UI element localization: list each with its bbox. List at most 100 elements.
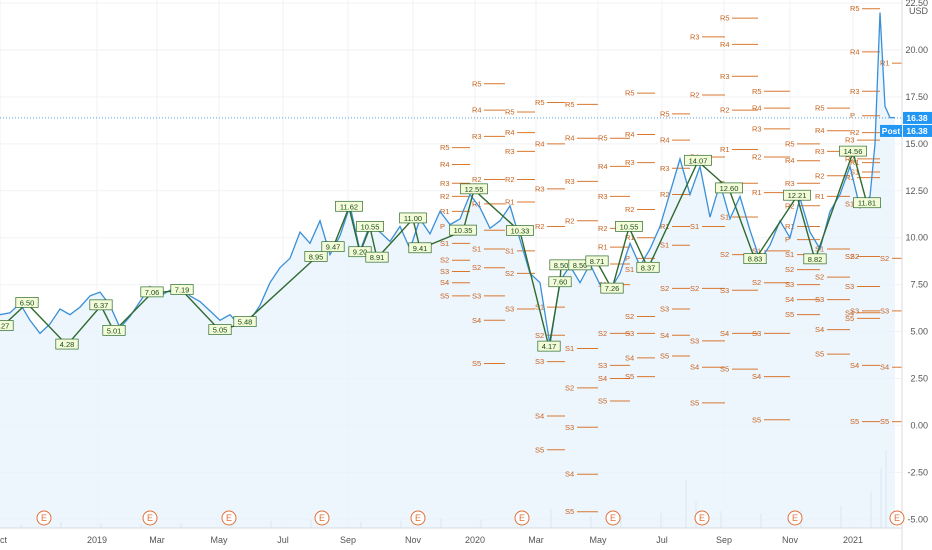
y-tick-label: 15.00 — [905, 139, 928, 149]
pivot-label: S1 — [505, 246, 514, 255]
zigzag-label: 5.01 — [107, 326, 122, 335]
pivot-label: R1 — [752, 188, 762, 197]
zigzag-label-box — [715, 182, 743, 194]
pivot-label: S4 — [440, 278, 449, 287]
pivot-label: R4 — [625, 130, 635, 139]
pivot-label: P — [850, 111, 855, 120]
x-tick-label: Jul — [656, 535, 668, 545]
pivot-label: S5 — [850, 417, 859, 426]
zigzag-label-box — [636, 261, 660, 273]
y-tick-label: 10.00 — [905, 233, 928, 243]
pivot-label: S5 — [880, 417, 889, 426]
pivot-label: S3 — [440, 267, 449, 276]
zigzag-label: 5.05 — [213, 326, 228, 335]
pivot-label: S2 — [472, 263, 481, 272]
pivot-label: R3 — [845, 136, 855, 145]
pivot-label: S2 — [505, 269, 514, 278]
pivot-label: R5 — [565, 100, 575, 109]
pivot-label: S3 — [880, 306, 889, 315]
x-tick-label: Nov — [782, 535, 799, 545]
pivot-label: R3 — [535, 184, 545, 193]
last-price-value: 16.38 — [906, 113, 928, 123]
pivot-label: S2 — [690, 284, 699, 293]
pivot-label: S3 — [752, 329, 761, 338]
zigzag-label-box — [600, 282, 624, 294]
pivot-label: R1 — [440, 207, 450, 216]
pivot-label: S5 — [785, 310, 794, 319]
pivot-label: R3 — [660, 164, 670, 173]
pivot-label: R1 — [785, 222, 795, 231]
pivot-label: R3 — [752, 124, 762, 133]
pivot-label: R3 — [625, 158, 635, 167]
pivot-label: S4 — [880, 363, 889, 372]
y-tick-label: 20.00 — [905, 45, 928, 55]
y-tick-label: -2.50 — [907, 467, 928, 477]
zigzag-label-box — [615, 221, 643, 232]
zigzag-label-box — [0, 320, 14, 331]
zigzag-label: 12.21 — [788, 191, 807, 200]
earnings-marker-icon — [410, 510, 426, 526]
zigzag-label-box — [55, 338, 79, 350]
zigzag-label-box — [348, 246, 372, 258]
zigzag-label-box — [853, 197, 881, 209]
zigzag-label-box — [585, 255, 609, 267]
earnings-marker-label: E — [415, 513, 421, 523]
pivot-label: R5 — [598, 134, 608, 143]
pivot-label: S1 — [785, 250, 794, 259]
pivot-label: S2 — [850, 252, 859, 261]
zigzag-label: 10.33 — [511, 227, 530, 236]
zigzag-label: 5.27 — [0, 321, 9, 330]
zigzag-label-box — [102, 325, 126, 336]
zigzag-label: 11.81 — [858, 199, 876, 208]
pivot-label: S5 — [690, 398, 699, 407]
pivot-label: S1 — [472, 244, 481, 253]
zigzag-label: 12.55 — [465, 185, 484, 194]
pivot-label: S2 — [625, 312, 634, 321]
x-tick-label: May — [589, 535, 607, 545]
zigzag-label: 10.55 — [361, 222, 380, 231]
pivot-label: R5 — [660, 109, 670, 118]
earnings-marker-icon — [787, 510, 803, 526]
earnings-marker-icon — [142, 510, 158, 526]
zigzag-label: 9.47 — [326, 243, 341, 252]
zigzag-label-box — [399, 212, 427, 224]
earnings-marker-label: E — [610, 513, 616, 523]
pivot-label: S2 — [845, 252, 854, 261]
pivot-label: S3 — [625, 329, 634, 338]
earnings-marker-label: E — [319, 513, 325, 523]
pivot-label: R3 — [785, 179, 795, 188]
pivot-label: S4 — [785, 295, 794, 304]
pivot-label: S4 — [845, 308, 854, 317]
pivot-label: R3 — [565, 177, 575, 186]
pivot-label: S2 — [565, 383, 574, 392]
pivot-label: S1 — [720, 213, 729, 222]
pivot-label: S5 — [598, 396, 607, 405]
zigzag-label: 11.00 — [404, 214, 422, 223]
zigzag-label: 7.06 — [145, 288, 160, 297]
zigzag-label: 6.37 — [94, 301, 109, 310]
earnings-marker-label: E — [147, 513, 153, 523]
y-tick-label: 17.50 — [905, 92, 928, 102]
pivot-label: P — [625, 254, 630, 263]
pivot-label: R1 — [505, 198, 515, 207]
earnings-marker-label: E — [894, 513, 900, 523]
zigzag-label: 10.55 — [620, 222, 639, 231]
post-tag-label: Post — [882, 126, 901, 136]
zigzag-label: 7.19 — [175, 285, 190, 294]
pivot-label: R3 — [472, 132, 482, 141]
pivot-label: S3 — [850, 306, 859, 315]
pivot-label: R4 — [598, 162, 608, 171]
pivot-label: P — [785, 235, 790, 244]
x-tick-label: 2021 — [843, 535, 863, 545]
pivot-label: R5 — [815, 104, 825, 113]
pivot-label: R2 — [752, 152, 762, 161]
pivot-label: R1 — [845, 173, 855, 182]
x-tick-label: 2020 — [465, 535, 485, 545]
zigzag-label-box — [548, 276, 572, 288]
pivot-label: S3 — [472, 291, 481, 300]
zigzag-label: 9.41 — [413, 244, 428, 253]
zigzag-label: 14.56 — [844, 147, 863, 156]
pivot-label: S5 — [565, 507, 574, 516]
pivot-label: R5 — [720, 14, 730, 23]
